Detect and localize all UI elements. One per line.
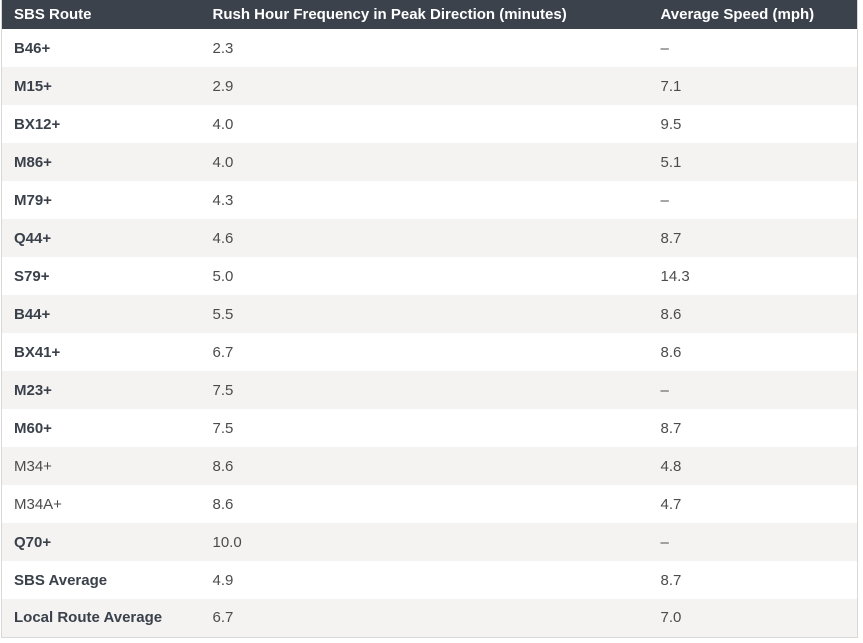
table-body: B46+ 2.3– M15+ 2.9 7.1 BX12+ 4.0 9.5 M86+ 4.0 5.1 M… (1, 29, 858, 637)
frequency-cell: 2.3 (200, 29, 649, 67)
table-row: Q70+ 10.0– (1, 523, 858, 561)
route-cell: M15+ (1, 67, 201, 105)
speed-cell: 5.1 (648, 143, 858, 181)
speed-cell: – (648, 523, 858, 561)
table-row: M86+ 4.0 5.1 (1, 143, 858, 181)
table-row: M15+ 2.9 7.1 (1, 67, 858, 105)
route-cell: B46+ (1, 29, 201, 67)
route-cell: S79+ (1, 257, 201, 295)
speed-cell: – (648, 29, 858, 67)
table-row: B46+ 2.3– (1, 29, 858, 67)
column-header-route: SBS Route (1, 0, 201, 29)
speed-cell: 8.6 (648, 333, 858, 371)
frequency-cell: 2.9 (200, 67, 649, 105)
route-cell: M34A+ (1, 485, 201, 523)
table-row: BX41+ 6.7 8.6 (1, 333, 858, 371)
table-row: SBS Average 4.9 8.7 (1, 561, 858, 599)
frequency-cell: 8.6 (200, 447, 649, 485)
frequency-cell: 6.7 (200, 599, 649, 637)
route-cell: M79+ (1, 181, 201, 219)
route-cell: BX12+ (1, 105, 201, 143)
column-header-speed: Average Speed (mph) (648, 0, 858, 29)
frequency-cell: 4.6 (200, 219, 649, 257)
route-cell: M23+ (1, 371, 201, 409)
frequency-cell: 7.5 (200, 371, 649, 409)
frequency-cell: 7.5 (200, 409, 649, 447)
speed-cell: 8.7 (648, 561, 858, 599)
table-row: Q44+ 4.6 8.7 (1, 219, 858, 257)
speed-cell: – (648, 181, 858, 219)
route-cell: M34+ (1, 447, 201, 485)
speed-cell: 14.3 (648, 257, 858, 295)
frequency-cell: 4.9 (200, 561, 649, 599)
table-row: Local Route Average 6.7 7.0 (1, 599, 858, 637)
route-cell: SBS Average (1, 561, 201, 599)
speed-cell: 7.1 (648, 67, 858, 105)
speed-cell: 4.8 (648, 447, 858, 485)
speed-cell: 9.5 (648, 105, 858, 143)
frequency-cell: 10.0 (200, 523, 649, 561)
speed-cell: 8.7 (648, 409, 858, 447)
speed-cell: 8.7 (648, 219, 858, 257)
speed-cell: 7.0 (648, 599, 858, 637)
table-row: S79+ 5.0 14.3 (1, 257, 858, 295)
table-row: M23+ 7.5– (1, 371, 858, 409)
table-row: M34A+ 8.6 4.7 (1, 485, 858, 523)
frequency-cell: 5.5 (200, 295, 649, 333)
route-cell: Q44+ (1, 219, 201, 257)
frequency-cell: 5.0 (200, 257, 649, 295)
speed-cell: 8.6 (648, 295, 858, 333)
table-row: BX12+ 4.0 9.5 (1, 105, 858, 143)
table-row: M34+ 8.6 4.8 (1, 447, 858, 485)
speed-cell: – (648, 371, 858, 409)
frequency-cell: 4.3 (200, 181, 649, 219)
frequency-cell: 8.6 (200, 485, 649, 523)
route-cell: Q70+ (1, 523, 201, 561)
frequency-cell: 4.0 (200, 143, 649, 181)
column-header-frequency: Rush Hour Frequency in Peak Direction (m… (200, 0, 649, 29)
header-row: SBS Route Rush Hour Frequency in Peak Di… (1, 0, 858, 29)
route-cell: B44+ (1, 295, 201, 333)
frequency-cell: 6.7 (200, 333, 649, 371)
route-cell: Local Route Average (1, 599, 201, 637)
speed-cell: 4.7 (648, 485, 858, 523)
table-row: M60+ 7.5 8.7 (1, 409, 858, 447)
route-cell: M60+ (1, 409, 201, 447)
table-row: B44+ 5.5 8.6 (1, 295, 858, 333)
table-header: SBS Route Rush Hour Frequency in Peak Di… (1, 0, 858, 29)
frequency-cell: 4.0 (200, 105, 649, 143)
route-cell: M86+ (1, 143, 201, 181)
table-row: M79+ 4.3– (1, 181, 858, 219)
route-cell: BX41+ (1, 333, 201, 371)
